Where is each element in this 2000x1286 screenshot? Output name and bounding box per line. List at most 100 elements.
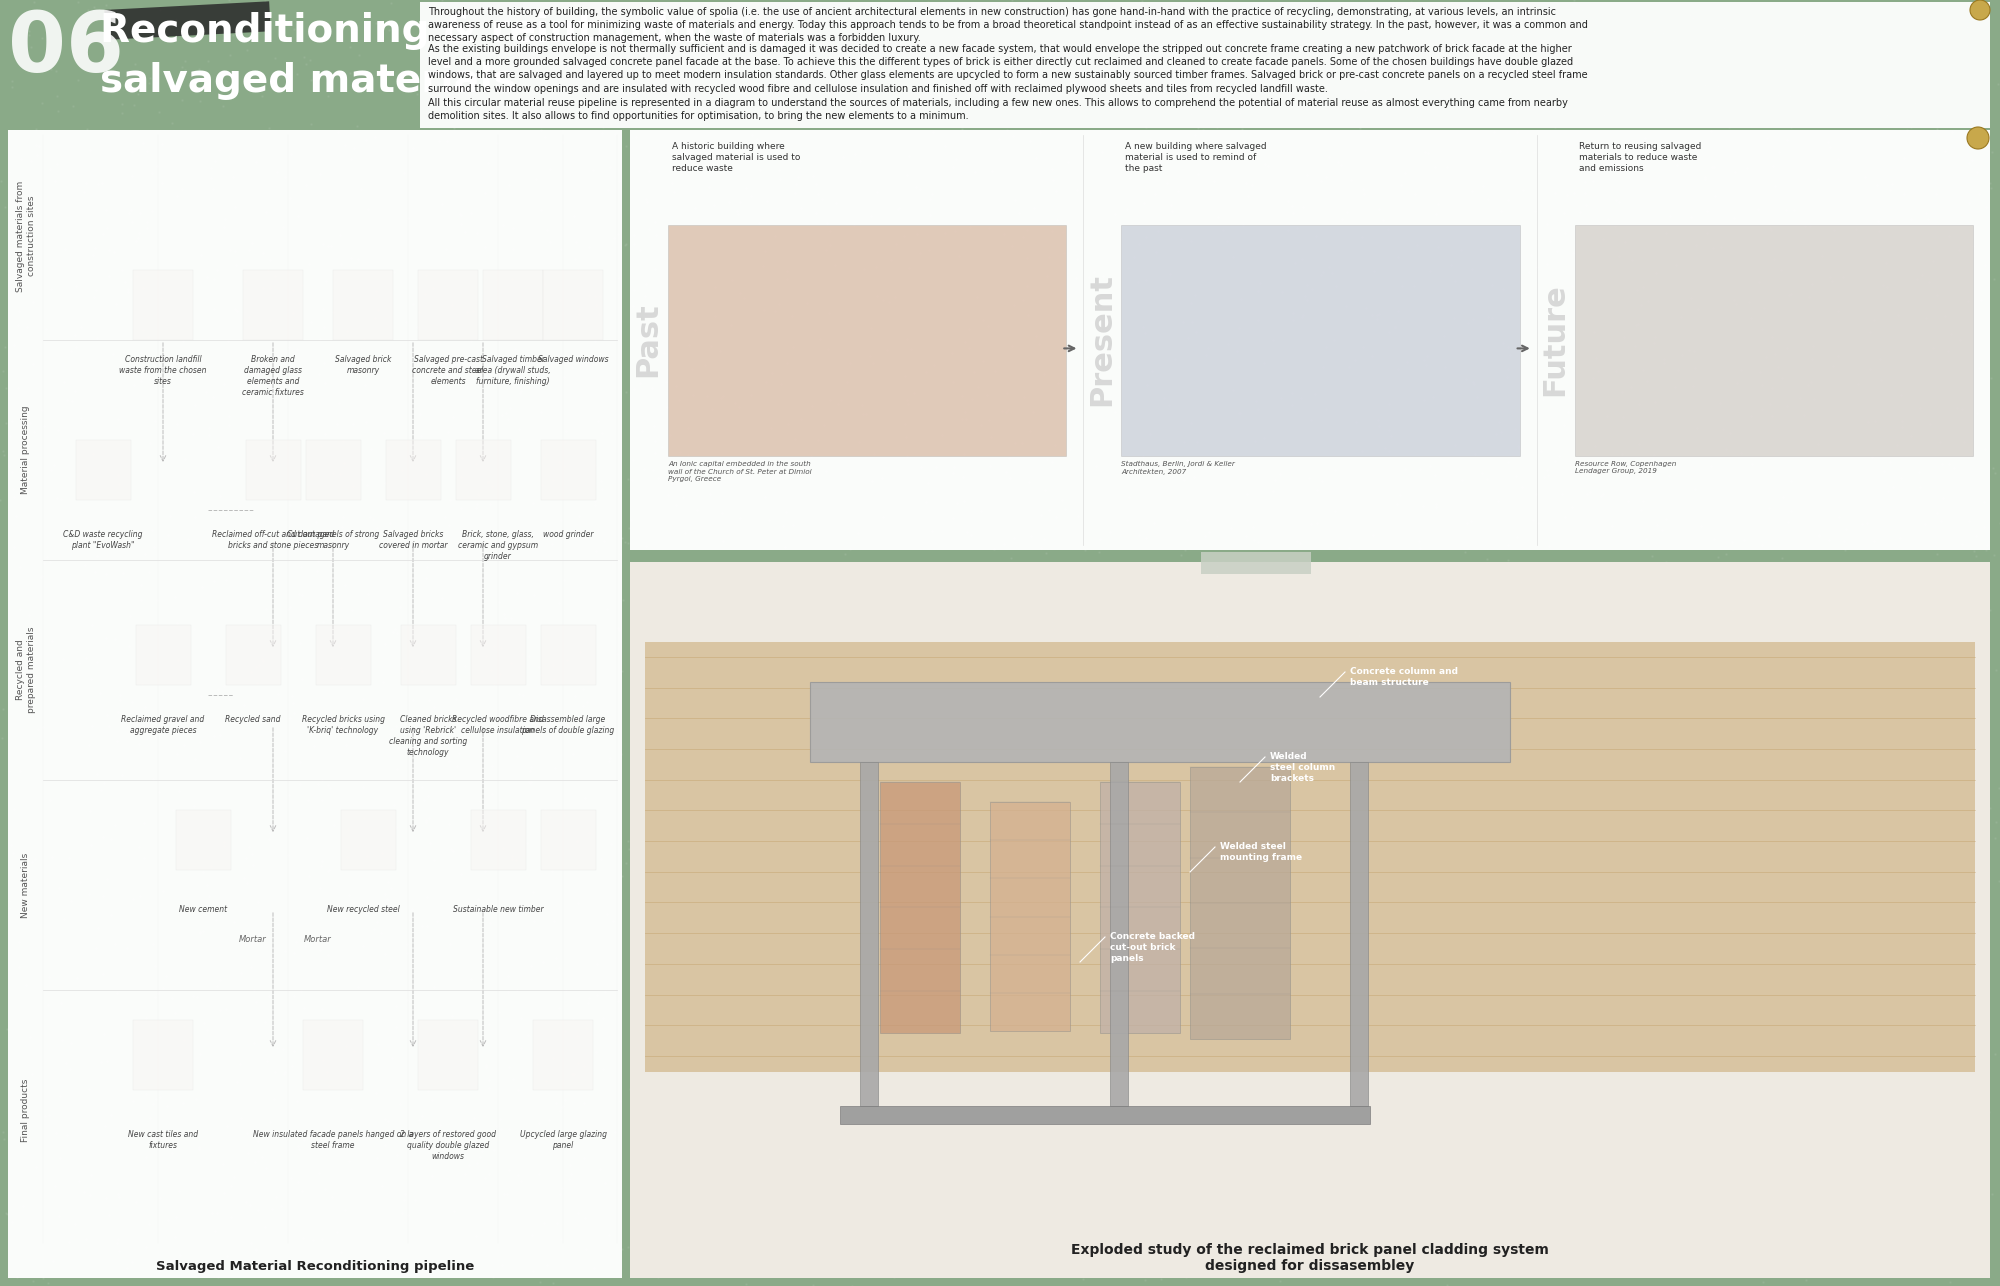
Point bbox=[1298, 383, 1330, 404]
Point bbox=[1858, 310, 1890, 331]
Point bbox=[1176, 104, 1208, 125]
Point bbox=[560, 231, 592, 252]
Point bbox=[558, 1064, 590, 1084]
Point bbox=[776, 305, 808, 325]
Point bbox=[392, 207, 424, 228]
Point bbox=[1930, 980, 1962, 1001]
Point bbox=[200, 260, 232, 280]
Point bbox=[446, 498, 478, 518]
Point bbox=[1118, 981, 1150, 1002]
Point bbox=[398, 997, 430, 1017]
Point bbox=[1362, 303, 1394, 324]
Point bbox=[226, 963, 258, 984]
Point bbox=[742, 212, 774, 233]
Point bbox=[0, 1128, 20, 1148]
Point bbox=[1420, 204, 1452, 225]
Point bbox=[1878, 477, 1910, 498]
Point bbox=[1484, 1232, 1516, 1253]
Point bbox=[1242, 399, 1274, 419]
Point bbox=[1420, 496, 1452, 517]
Point bbox=[1382, 301, 1414, 322]
Point bbox=[74, 835, 106, 855]
Point bbox=[1088, 931, 1120, 952]
Point bbox=[1698, 1231, 1730, 1251]
Point bbox=[1762, 85, 1794, 105]
Point bbox=[1528, 763, 1560, 783]
Point bbox=[744, 1163, 776, 1183]
Point bbox=[528, 274, 560, 294]
Point bbox=[1698, 157, 1730, 177]
Point bbox=[8, 1196, 40, 1217]
Point bbox=[258, 48, 290, 68]
Bar bbox=[304, 1020, 364, 1091]
Point bbox=[1482, 1103, 1514, 1124]
Point bbox=[1608, 786, 1640, 806]
Point bbox=[1308, 1240, 1340, 1260]
Point bbox=[1920, 882, 1952, 903]
Point bbox=[1960, 526, 1992, 547]
Point bbox=[714, 747, 746, 768]
Text: Salvaged windows: Salvaged windows bbox=[538, 355, 608, 364]
Point bbox=[1014, 961, 1046, 981]
Point bbox=[1016, 622, 1048, 643]
Point bbox=[1736, 307, 1768, 328]
Point bbox=[1912, 637, 1944, 657]
Point bbox=[1120, 462, 1152, 482]
Point bbox=[910, 493, 942, 513]
Point bbox=[918, 764, 950, 784]
Point bbox=[1170, 1267, 1202, 1286]
Point bbox=[678, 1264, 710, 1285]
Point bbox=[44, 1147, 76, 1168]
Point bbox=[86, 886, 118, 907]
Point bbox=[512, 646, 544, 666]
Point bbox=[1486, 1200, 1518, 1220]
Point bbox=[900, 224, 932, 244]
Point bbox=[1662, 1109, 1694, 1129]
Point bbox=[1930, 306, 1962, 327]
Point bbox=[994, 882, 1026, 903]
Point bbox=[1938, 1119, 1970, 1139]
Point bbox=[504, 1007, 536, 1028]
Point bbox=[1504, 437, 1536, 458]
Point bbox=[236, 855, 268, 876]
Point bbox=[892, 446, 924, 467]
Point bbox=[472, 1078, 504, 1098]
Point bbox=[1852, 412, 1884, 432]
Point bbox=[1946, 1015, 1978, 1035]
Point bbox=[1078, 98, 1110, 118]
Point bbox=[1588, 1146, 1620, 1166]
Point bbox=[1468, 0, 1500, 14]
Point bbox=[1636, 617, 1668, 638]
Point bbox=[1908, 727, 1940, 747]
Point bbox=[294, 50, 326, 71]
Point bbox=[860, 1172, 892, 1192]
Point bbox=[0, 18, 30, 39]
Point bbox=[322, 122, 354, 143]
Text: Reclaimed gravel and
aggregate pieces: Reclaimed gravel and aggregate pieces bbox=[122, 715, 204, 736]
Point bbox=[686, 657, 718, 678]
Point bbox=[382, 850, 414, 871]
Point bbox=[54, 890, 86, 910]
Point bbox=[78, 0, 110, 18]
Point bbox=[1970, 540, 2000, 561]
Point bbox=[90, 1188, 122, 1209]
Point bbox=[1814, 26, 1846, 46]
Point bbox=[1718, 207, 1750, 228]
Point bbox=[280, 931, 312, 952]
Point bbox=[784, 98, 816, 118]
Point bbox=[402, 1082, 434, 1102]
Point bbox=[668, 617, 700, 638]
Point bbox=[1888, 148, 1920, 168]
Point bbox=[814, 221, 846, 242]
Point bbox=[1146, 975, 1178, 995]
Point bbox=[560, 685, 592, 706]
Point bbox=[582, 984, 614, 1004]
Point bbox=[302, 774, 334, 795]
Point bbox=[900, 607, 932, 628]
Point bbox=[590, 598, 622, 619]
Point bbox=[822, 637, 854, 657]
Point bbox=[1446, 697, 1478, 718]
Point bbox=[1466, 757, 1498, 778]
Point bbox=[414, 808, 446, 828]
Point bbox=[1346, 226, 1378, 247]
